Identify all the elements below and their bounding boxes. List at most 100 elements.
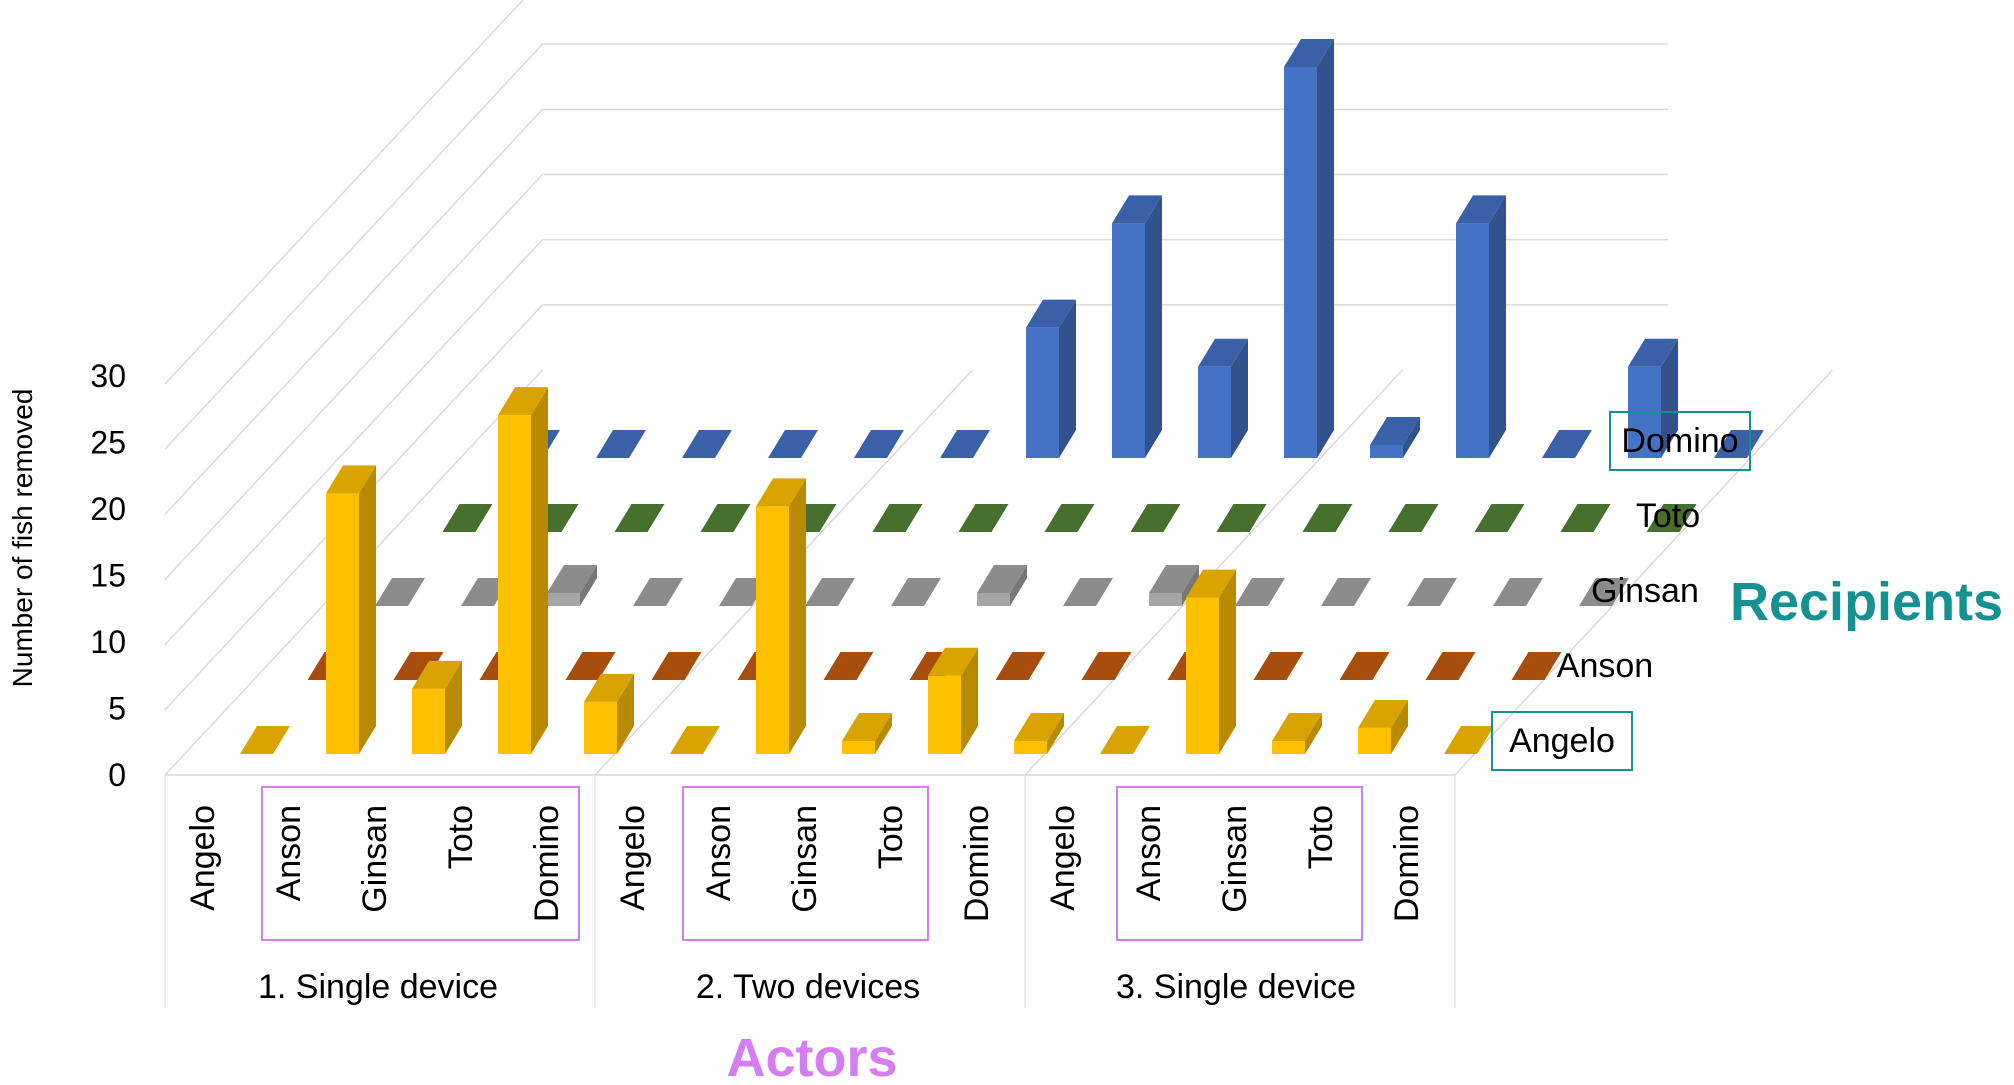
bar: [928, 647, 978, 754]
actor-highlight-box: [261, 786, 580, 941]
bar: [1370, 416, 1420, 458]
floor-right-edge: [1454, 369, 1834, 776]
gridline-side: [164, 108, 544, 515]
bar: [1063, 578, 1113, 606]
y-tick-labels: 0 5 10 15 20 25 30: [90, 358, 126, 793]
bar: [768, 430, 818, 458]
bar: [1100, 726, 1150, 754]
y-tick-label: 25: [90, 425, 126, 461]
bar: [854, 430, 904, 458]
actor-highlight-boxes: [261, 786, 1363, 941]
bar: [1014, 712, 1064, 754]
bar: [393, 652, 444, 680]
x-category-label: Ginsan: [356, 805, 394, 913]
y-tick-label: 10: [90, 624, 126, 660]
bar: [1186, 569, 1236, 754]
y-tick-label: 30: [90, 358, 126, 394]
bar: [700, 504, 751, 532]
x-category-label: Anson: [700, 805, 738, 901]
gridline-side: [164, 173, 544, 581]
z-series-label: Angelo: [1509, 722, 1615, 760]
bar: [240, 726, 290, 754]
bar: [565, 652, 616, 680]
bar: [842, 712, 892, 754]
bar: [805, 578, 855, 606]
bar: [756, 478, 806, 754]
bar: [1339, 652, 1390, 680]
z-series-label: Domino: [1621, 422, 1738, 460]
bar: [1081, 652, 1132, 680]
gridline-side: [164, 239, 544, 646]
bar: [1149, 564, 1199, 606]
y-tick-label: 0: [108, 757, 126, 793]
x-category-label: Anson: [1130, 805, 1168, 901]
z-series-label: Anson: [1557, 647, 1653, 685]
bar: [412, 660, 462, 754]
x-category-label: Ginsan: [786, 805, 824, 913]
y-tick-label: 15: [90, 558, 126, 594]
x-category-label: Toto: [442, 805, 480, 869]
bar: [1388, 504, 1439, 532]
bar: [375, 578, 425, 606]
recipient-highlight-box: [1491, 711, 1633, 771]
bar: [1474, 504, 1525, 532]
actor-highlight-box: [1116, 786, 1363, 941]
bar: [995, 652, 1046, 680]
bar: [1714, 430, 1764, 458]
bar: [498, 387, 548, 754]
gridline-side: [164, 0, 524, 385]
bar: [823, 652, 874, 680]
z-axis-title: Recipients: [1730, 572, 2003, 632]
bar: [1444, 726, 1494, 754]
bar: [940, 430, 990, 458]
bar: [1253, 652, 1304, 680]
z-series-labels: Angelo Anson Ginsan Toto Domino: [1491, 411, 1751, 771]
bar: [1579, 578, 1629, 606]
bar: [651, 652, 702, 680]
bar: [1235, 578, 1285, 606]
x-group-label: 2. Two devices: [696, 968, 920, 1006]
x-category-label: Anson: [270, 805, 308, 901]
x-group-label: 3. Single device: [1116, 968, 1356, 1006]
y-axis-label: Number of fish removed: [7, 389, 38, 688]
bar: [1216, 504, 1267, 532]
x-category-label: Domino: [958, 805, 996, 922]
bar: [1542, 430, 1592, 458]
bar: [670, 726, 720, 754]
bar: [1493, 578, 1543, 606]
bar: [326, 465, 376, 754]
z-series-label: Ginsan: [1591, 572, 1699, 610]
z-series-label: Toto: [1636, 497, 1700, 535]
chart-bars: [240, 38, 1764, 754]
bar: [614, 504, 665, 532]
bar: [682, 430, 732, 458]
bar: [547, 564, 597, 606]
bar: [1407, 578, 1457, 606]
bar: [1198, 338, 1248, 458]
actor-highlight-box: [682, 786, 929, 941]
bar: [1511, 652, 1562, 680]
bar: [1026, 299, 1076, 458]
x-category-label: Toto: [1302, 805, 1340, 869]
bar: [1044, 504, 1095, 532]
x-axis-title: Actors: [726, 1028, 897, 1085]
bar: [1358, 699, 1408, 754]
x-category-label: Toto: [872, 805, 910, 869]
y-tick-label: 5: [108, 691, 126, 727]
bar: [891, 578, 941, 606]
recipient-highlight-box: [1609, 411, 1751, 471]
x-category-label: Angelo: [1044, 805, 1082, 911]
x-category-label: Angelo: [614, 805, 652, 911]
gridline-side: [164, 43, 544, 450]
bar: [1284, 38, 1334, 458]
bar: [1321, 578, 1371, 606]
bar: [1646, 504, 1697, 532]
bar: [1302, 504, 1353, 532]
bar: [596, 430, 646, 458]
bar: [1272, 712, 1322, 754]
bar: [958, 504, 1009, 532]
x-category-labels: Angelo Anson Ginsan Toto Domino Angelo Anson Gi…: [184, 805, 1426, 922]
y-tick-label: 20: [90, 491, 126, 527]
x-group-labels: 1. Single device 2. Two devices 3. Single …: [258, 968, 1356, 1006]
